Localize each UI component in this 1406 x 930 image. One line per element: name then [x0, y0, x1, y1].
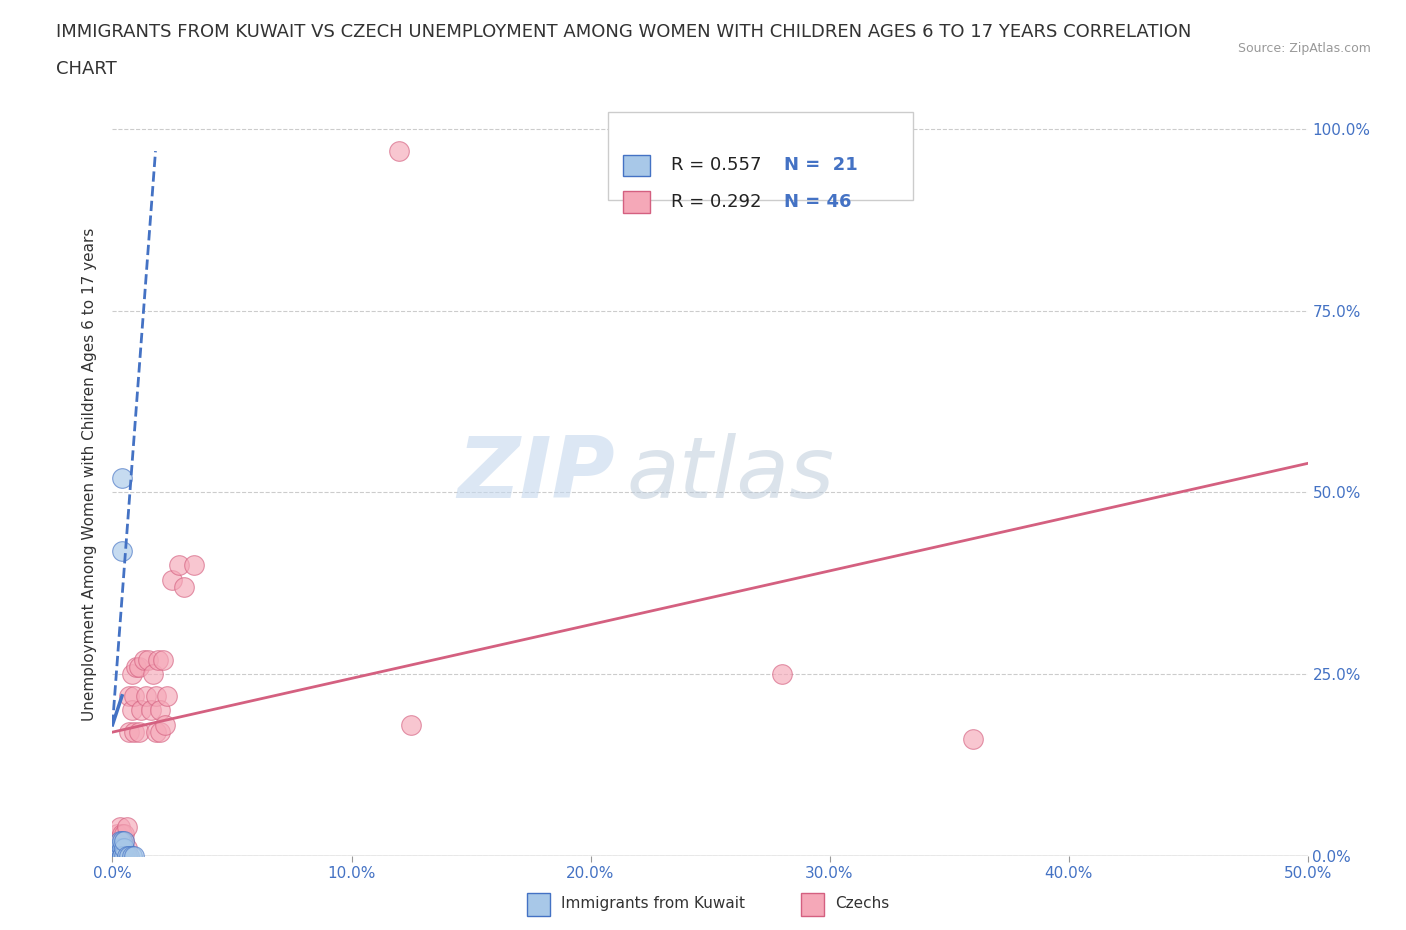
Point — [111, 848, 134, 863]
Point — [139, 703, 162, 718]
Text: atlas: atlas — [627, 432, 834, 516]
Point — [105, 848, 128, 863]
Text: R = 0.292: R = 0.292 — [671, 193, 761, 211]
Text: IMMIGRANTS FROM KUWAIT VS CZECH UNEMPLOYMENT AMONG WOMEN WITH CHILDREN AGES 6 TO: IMMIGRANTS FROM KUWAIT VS CZECH UNEMPLOY… — [56, 23, 1192, 41]
Point — [146, 652, 169, 667]
Point — [105, 841, 128, 856]
Point — [114, 833, 135, 848]
FancyBboxPatch shape — [623, 154, 650, 176]
Point — [108, 848, 131, 863]
Point — [183, 558, 205, 573]
Point — [115, 819, 138, 834]
Point — [105, 833, 128, 848]
Point — [770, 667, 793, 682]
Point — [108, 833, 131, 848]
Text: N =  21: N = 21 — [785, 156, 858, 175]
Point — [114, 848, 135, 863]
Point — [125, 659, 148, 674]
Point — [111, 848, 134, 863]
Point — [108, 848, 131, 863]
Point — [128, 724, 150, 739]
Point — [111, 841, 134, 856]
Point — [111, 827, 134, 842]
Point — [111, 841, 134, 856]
Point — [111, 848, 134, 863]
Point — [108, 848, 131, 863]
FancyBboxPatch shape — [609, 113, 914, 200]
Point — [114, 848, 135, 863]
Point — [132, 652, 155, 667]
Point — [104, 841, 127, 856]
Point — [149, 724, 172, 739]
Point — [118, 688, 141, 703]
Point — [128, 659, 150, 674]
Point — [115, 848, 138, 863]
Point — [114, 827, 135, 842]
Point — [115, 848, 138, 863]
Text: Source: ZipAtlas.com: Source: ZipAtlas.com — [1237, 42, 1371, 55]
Point — [104, 848, 127, 863]
Point — [111, 471, 134, 485]
Text: Immigrants from Kuwait: Immigrants from Kuwait — [561, 897, 745, 911]
Point — [142, 667, 165, 682]
Point — [111, 848, 134, 863]
Point — [118, 724, 141, 739]
Point — [156, 688, 179, 703]
Text: Czechs: Czechs — [835, 897, 890, 911]
Point — [129, 703, 152, 718]
Point — [105, 827, 128, 842]
Point — [169, 558, 191, 573]
Point — [108, 819, 131, 834]
Point — [173, 579, 195, 594]
Point — [111, 543, 134, 558]
Text: CHART: CHART — [56, 60, 117, 78]
Point — [388, 143, 411, 158]
Point — [162, 572, 183, 587]
Point — [114, 841, 135, 856]
Point — [401, 717, 423, 732]
Point — [145, 688, 167, 703]
Text: ZIP: ZIP — [457, 432, 614, 516]
FancyBboxPatch shape — [623, 192, 650, 213]
Text: R = 0.557: R = 0.557 — [671, 156, 761, 175]
Point — [962, 732, 984, 747]
Point — [122, 724, 145, 739]
Point — [121, 848, 143, 863]
Point — [138, 652, 160, 667]
Point — [135, 688, 157, 703]
Point — [104, 848, 127, 863]
Point — [121, 667, 143, 682]
Point — [145, 724, 167, 739]
Point — [122, 688, 145, 703]
Point — [118, 848, 141, 863]
Point — [111, 833, 134, 848]
Point — [153, 717, 176, 732]
Point — [114, 833, 135, 848]
Point — [108, 841, 131, 856]
Point — [152, 652, 174, 667]
Point — [115, 841, 138, 856]
Point — [108, 841, 131, 856]
Text: N = 46: N = 46 — [785, 193, 852, 211]
Y-axis label: Unemployment Among Women with Children Ages 6 to 17 years: Unemployment Among Women with Children A… — [82, 228, 97, 721]
Point — [105, 848, 128, 863]
Point — [105, 848, 128, 863]
Point — [121, 703, 143, 718]
Point — [149, 703, 172, 718]
Point — [122, 848, 145, 863]
